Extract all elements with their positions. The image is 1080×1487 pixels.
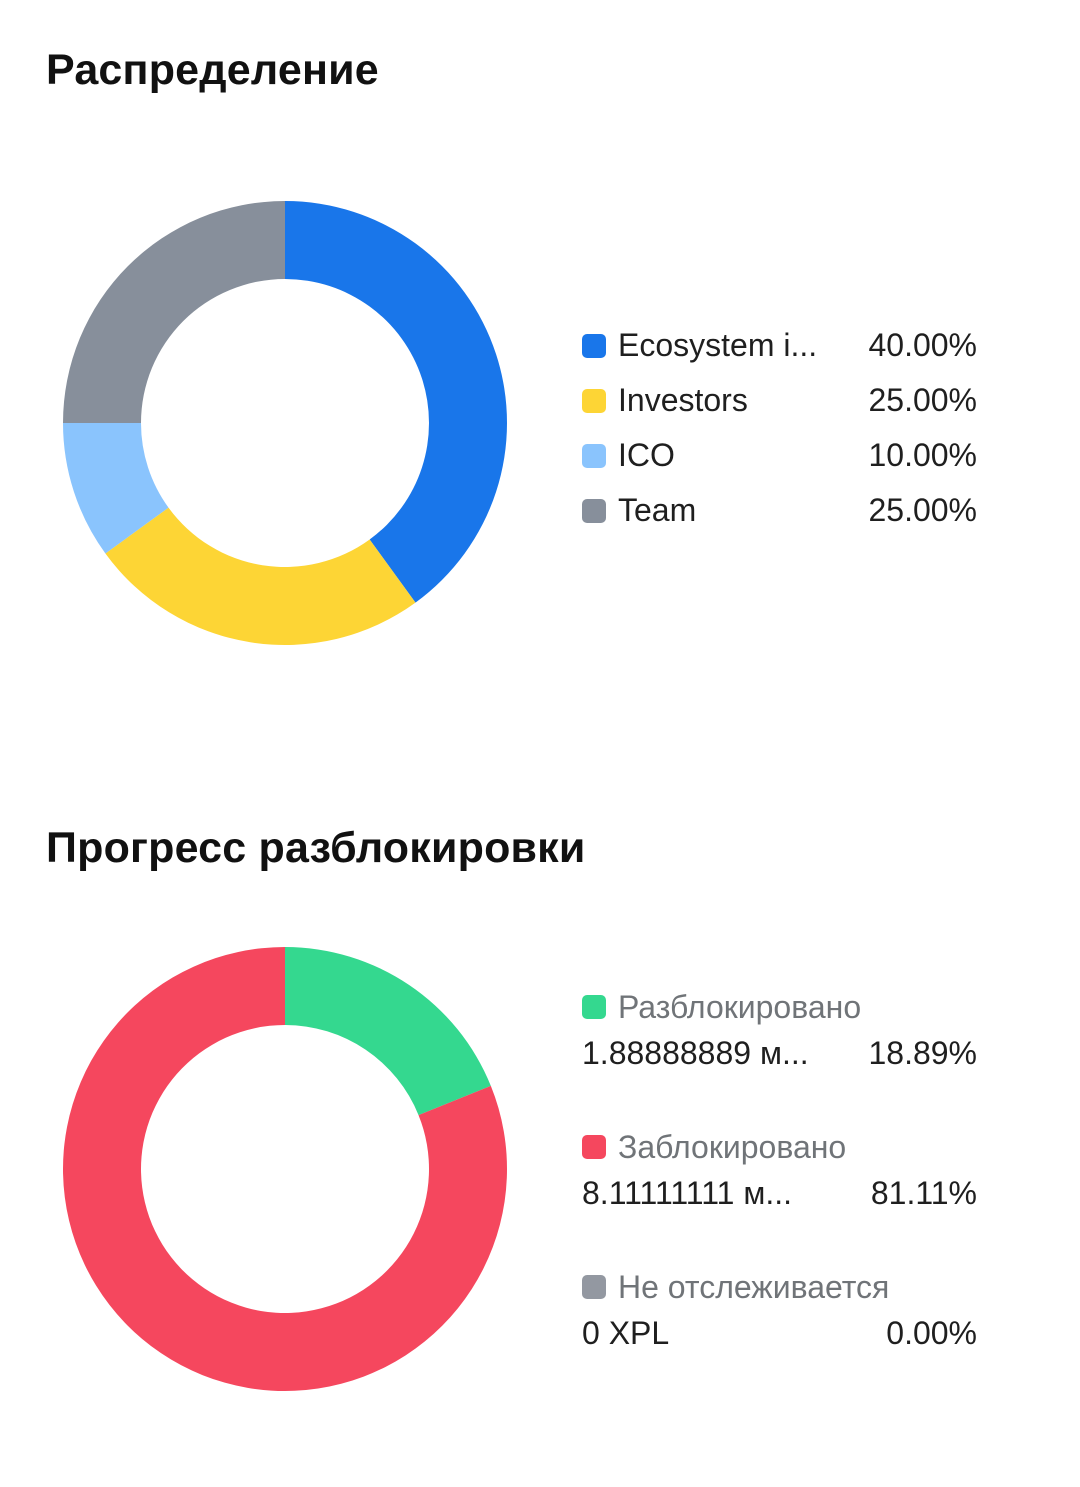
legend-percent-ico: 10.00% bbox=[868, 437, 977, 473]
distribution-section: Распределение Ecosystem i... 40.00% Inve… bbox=[46, 46, 982, 646]
legend-percent-untracked: 0.00% bbox=[886, 1314, 977, 1351]
legend-percent-locked: 81.11% bbox=[870, 1174, 977, 1211]
distribution-donut-chart[interactable] bbox=[62, 200, 508, 646]
unlock-progress-section: Прогресс разблокировки Разблокировано 1.… bbox=[0, 780, 1080, 1487]
unlock-slice-0[interactable] bbox=[285, 947, 491, 1116]
legend-label-locked: Заблокировано bbox=[618, 1128, 847, 1165]
legend-percent-team: 25.00% bbox=[868, 492, 977, 528]
legend-item-unlocked[interactable]: Разблокировано 1.88888889 м... 18.89% bbox=[582, 984, 982, 1124]
legend-label-team: Team bbox=[618, 492, 697, 528]
legend-swatch-investors bbox=[582, 388, 606, 413]
legend-percent-ecosystem: 40.00% bbox=[868, 327, 977, 363]
distribution-slice-2[interactable] bbox=[62, 423, 169, 554]
legend-amount-unlocked: 1.88888889 м... bbox=[582, 1034, 809, 1071]
legend-label-investors: Investors bbox=[618, 382, 748, 418]
legend-label-untracked: Не отслеживается bbox=[618, 1268, 890, 1305]
distribution-title: Распределение bbox=[46, 46, 379, 94]
legend-row-ico[interactable]: ICO 10.00% bbox=[582, 428, 982, 483]
distribution-slice-3[interactable] bbox=[63, 201, 285, 423]
distribution-slice-1[interactable] bbox=[105, 507, 416, 645]
legend-row-ecosystem[interactable]: Ecosystem i... 40.00% bbox=[582, 318, 982, 373]
legend-swatch-team bbox=[582, 498, 606, 523]
legend-label-unlocked: Разблокировано bbox=[618, 988, 862, 1025]
legend-row-team[interactable]: Team 25.00% bbox=[582, 483, 982, 538]
legend-swatch-locked bbox=[582, 1135, 606, 1159]
legend-label-ico: ICO bbox=[618, 437, 675, 473]
legend-swatch-unlocked bbox=[582, 995, 606, 1019]
legend-label-ecosystem: Ecosystem i... bbox=[618, 327, 818, 363]
unlock-progress-title: Прогресс разблокировки bbox=[46, 824, 586, 872]
unlock-slice-1[interactable] bbox=[63, 947, 508, 1391]
legend-row-investors[interactable]: Investors 25.00% bbox=[582, 373, 982, 428]
distribution-legend: Ecosystem i... 40.00% Investors 25.00% I… bbox=[582, 318, 982, 538]
legend-swatch-ecosystem bbox=[582, 333, 606, 358]
unlock-progress-donut-chart[interactable] bbox=[62, 946, 508, 1392]
legend-item-locked[interactable]: Заблокировано 8.11111111 м... 81.11% bbox=[582, 1124, 982, 1264]
legend-swatch-ico bbox=[582, 443, 606, 468]
legend-amount-untracked: 0 XPL bbox=[582, 1314, 670, 1351]
legend-swatch-untracked bbox=[582, 1275, 606, 1299]
legend-percent-investors: 25.00% bbox=[868, 382, 977, 418]
unlock-legend: Разблокировано 1.88888889 м... 18.89% За… bbox=[582, 984, 982, 1404]
legend-amount-locked: 8.11111111 м... bbox=[582, 1174, 792, 1211]
legend-percent-unlocked: 18.89% bbox=[868, 1034, 977, 1071]
distribution-slice-0[interactable] bbox=[285, 201, 507, 603]
legend-item-untracked[interactable]: Не отслеживается 0 XPL 0.00% bbox=[582, 1264, 982, 1404]
